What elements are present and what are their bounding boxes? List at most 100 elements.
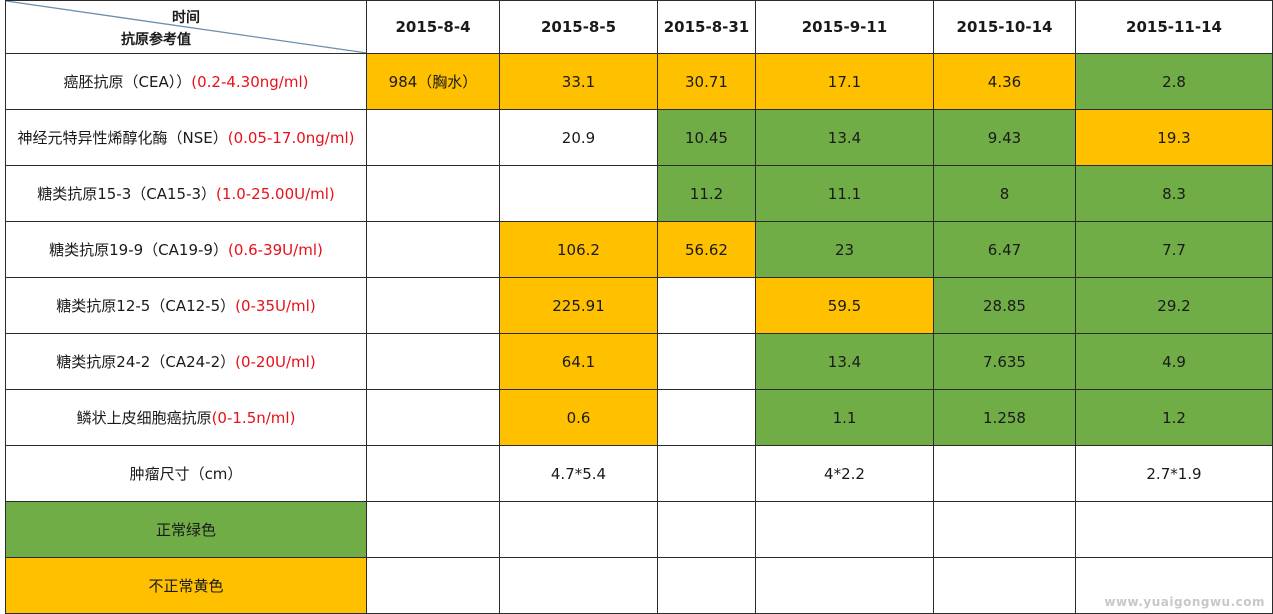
marker-label-cell: 糖类抗原19-9（CA19-9）(0.6-39U/ml) <box>5 221 367 278</box>
marker-label-cell: 糖类抗原15-3（CA15-3）(1.0-25.00U/ml) <box>5 165 367 222</box>
value-cell <box>366 389 500 446</box>
value-cell: 1.1 <box>755 389 934 446</box>
reference-range: (0.2-4.30ng/ml) <box>191 73 309 91</box>
value-cell: 33.1 <box>499 53 658 110</box>
reference-range: (0.6-39U/ml) <box>227 241 323 259</box>
marker-label-cell: 鳞状上皮细胞癌抗原(0-1.5n/ml) <box>5 389 367 446</box>
table-row: 鳞状上皮细胞癌抗原(0-1.5n/ml) 0.6 1.1 1.258 1.2 <box>5 389 1273 446</box>
value-cell: 64.1 <box>499 333 658 390</box>
value-cell: 0.6 <box>499 389 658 446</box>
value-cell: 11.2 <box>657 165 756 222</box>
marker-label-cell: 神经元特异性烯醇化酶（NSE）(0.05-17.0ng/ml) <box>5 109 367 166</box>
marker-name: 肿瘤尺寸（cm） <box>129 465 243 483</box>
site-watermark: www.yuaigongwu.com <box>1104 595 1265 609</box>
empty-cell <box>1075 501 1273 558</box>
date-header-cell: 2015-8-5 <box>499 0 658 54</box>
marker-label-cell: 糖类抗原24-2（CA24-2）(0-20U/ml) <box>5 333 367 390</box>
value-cell <box>366 445 500 502</box>
reference-range: (1.0-25.00U/ml) <box>216 185 335 203</box>
value-cell <box>366 165 500 222</box>
table-row: 糖类抗原15-3（CA15-3）(1.0-25.00U/ml) 11.2 11.1 8… <box>5 165 1273 222</box>
date-header-cell: 2015-8-31 <box>657 0 756 54</box>
value-cell <box>366 333 500 390</box>
date-header-cell: 2015-9-11 <box>755 0 934 54</box>
empty-cell <box>366 557 500 614</box>
value-cell <box>933 445 1076 502</box>
value-cell: 4.7*5.4 <box>499 445 658 502</box>
tumor-marker-table: 时间 抗原参考值 2015-8-4 2015-8-5 2015-8-31 201… <box>5 0 1273 614</box>
value-cell: 13.4 <box>755 109 934 166</box>
empty-cell <box>933 501 1076 558</box>
value-cell: 4.9 <box>1075 333 1273 390</box>
empty-cell <box>755 501 934 558</box>
reference-header-label: 抗原参考值 <box>121 32 191 48</box>
empty-cell <box>366 501 500 558</box>
value-cell: 11.1 <box>755 165 934 222</box>
date-header-cell: 2015-10-14 <box>933 0 1076 54</box>
value-cell: 9.43 <box>933 109 1076 166</box>
value-cell: 7.635 <box>933 333 1076 390</box>
time-header-label: 时间 <box>172 10 200 26</box>
legend-row: 正常绿色 <box>5 501 1273 558</box>
marker-name: 癌胚抗原（CEA）） <box>63 73 192 91</box>
value-cell: 1.2 <box>1075 389 1273 446</box>
empty-cell <box>1075 557 1273 614</box>
value-cell <box>366 277 500 334</box>
value-cell: 20.9 <box>499 109 658 166</box>
table-row: 癌胚抗原（CEA））(0.2-4.30ng/ml) 984（胸水） 33.1 30.7… <box>5 53 1273 110</box>
marker-label-cell: 糖类抗原12-5（CA12-5）(0-35U/ml) <box>5 277 367 334</box>
value-cell: 8.3 <box>1075 165 1273 222</box>
value-cell: 8 <box>933 165 1076 222</box>
value-cell: 984（胸水） <box>366 53 500 110</box>
legend-row: 不正常黄色 <box>5 557 1273 614</box>
empty-cell <box>933 557 1076 614</box>
value-cell: 10.45 <box>657 109 756 166</box>
marker-label-cell: 癌胚抗原（CEA））(0.2-4.30ng/ml) <box>5 53 367 110</box>
value-cell: 4.36 <box>933 53 1076 110</box>
value-cell <box>657 445 756 502</box>
value-cell: 6.47 <box>933 221 1076 278</box>
value-cell <box>366 221 500 278</box>
empty-cell <box>499 557 658 614</box>
marker-name: 神经元特异性烯醇化酶（NSE） <box>17 129 228 147</box>
reference-range: (0.05-17.0ng/ml) <box>227 129 355 147</box>
marker-name: 鳞状上皮细胞癌抗原 <box>76 409 212 427</box>
empty-cell <box>657 557 756 614</box>
value-cell: 19.3 <box>1075 109 1273 166</box>
value-cell: 2.8 <box>1075 53 1273 110</box>
legend-swatch-label: 不正常黄色 <box>5 557 367 614</box>
marker-label-cell: 肿瘤尺寸（cm） <box>5 445 367 502</box>
table-row: 糖类抗原12-5（CA12-5）(0-35U/ml) 225.91 59.5 28.8… <box>5 277 1273 334</box>
empty-cell <box>755 557 934 614</box>
value-cell <box>499 165 658 222</box>
value-cell: 2.7*1.9 <box>1075 445 1273 502</box>
value-cell: 17.1 <box>755 53 934 110</box>
corner-header-cell: 时间 抗原参考值 <box>5 0 367 54</box>
marker-name: 糖类抗原12-5（CA12-5） <box>56 297 236 315</box>
reference-range: (0-35U/ml) <box>235 297 316 315</box>
value-cell <box>366 109 500 166</box>
value-cell: 13.4 <box>755 333 934 390</box>
value-cell: 1.258 <box>933 389 1076 446</box>
value-cell: 28.85 <box>933 277 1076 334</box>
value-cell: 225.91 <box>499 277 658 334</box>
value-cell: 7.7 <box>1075 221 1273 278</box>
value-cell: 59.5 <box>755 277 934 334</box>
marker-name: 糖类抗原24-2（CA24-2） <box>56 353 236 371</box>
marker-name: 糖类抗原19-9（CA19-9） <box>49 241 228 259</box>
value-cell <box>657 277 756 334</box>
header-row: 时间 抗原参考值 2015-8-4 2015-8-5 2015-8-31 201… <box>5 0 1273 54</box>
table-row: 糖类抗原19-9（CA19-9）(0.6-39U/ml) 106.2 56.62 23… <box>5 221 1273 278</box>
table-row: 神经元特异性烯醇化酶（NSE）(0.05-17.0ng/ml) 20.9 10.45… <box>5 109 1273 166</box>
value-cell: 29.2 <box>1075 277 1273 334</box>
date-header-cell: 2015-8-4 <box>366 0 500 54</box>
value-cell <box>657 389 756 446</box>
value-cell: 23 <box>755 221 934 278</box>
empty-cell <box>499 501 658 558</box>
value-cell: 4*2.2 <box>755 445 934 502</box>
reference-range: (0-1.5n/ml) <box>211 409 296 427</box>
value-cell: 106.2 <box>499 221 658 278</box>
value-cell: 30.71 <box>657 53 756 110</box>
table-row: 肿瘤尺寸（cm） 4.7*5.4 4*2.2 2.7*1.9 <box>5 445 1273 502</box>
date-header-cell: 2015-11-14 <box>1075 0 1273 54</box>
